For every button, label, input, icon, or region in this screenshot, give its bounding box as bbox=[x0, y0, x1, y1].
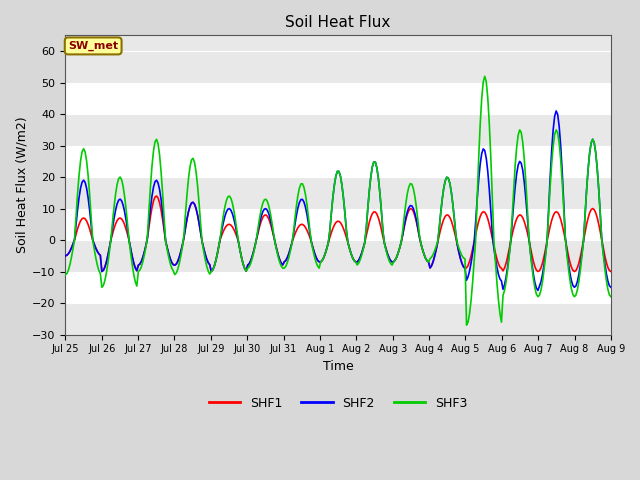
SHF2 bbox=[300, 199, 308, 205]
Bar bbox=[65, 114, 611, 145]
SHF1 bbox=[153, 193, 161, 199]
Bar bbox=[65, 83, 611, 114]
SHF2 bbox=[224, 206, 232, 212]
X-axis label: Time: Time bbox=[323, 360, 353, 373]
SHF3 bbox=[243, 268, 250, 274]
SHF2 bbox=[129, 254, 136, 260]
SHF1 bbox=[253, 235, 260, 240]
SHF3 bbox=[607, 294, 614, 300]
SHF3 bbox=[481, 73, 488, 79]
SHF3 bbox=[129, 262, 136, 268]
SHF3 bbox=[224, 194, 232, 200]
Line: SHF3: SHF3 bbox=[65, 76, 611, 325]
Bar bbox=[65, 145, 611, 177]
SHF2 bbox=[61, 253, 69, 259]
SHF2 bbox=[580, 238, 588, 243]
SHF3 bbox=[252, 242, 259, 248]
SHF1 bbox=[578, 246, 586, 252]
SHF1 bbox=[607, 269, 614, 275]
Bar bbox=[65, 208, 611, 240]
SHF3 bbox=[61, 272, 69, 277]
SHF3 bbox=[300, 184, 308, 190]
Line: SHF1: SHF1 bbox=[65, 196, 611, 272]
Title: Soil Heat Flux: Soil Heat Flux bbox=[285, 15, 391, 30]
Legend: SHF1, SHF2, SHF3: SHF1, SHF2, SHF3 bbox=[204, 392, 472, 415]
SHF2 bbox=[252, 241, 259, 247]
SHF1 bbox=[301, 225, 309, 230]
Bar bbox=[65, 272, 611, 303]
SHF3 bbox=[580, 238, 588, 244]
Bar bbox=[65, 335, 611, 350]
SHF1 bbox=[129, 254, 136, 260]
Bar bbox=[65, 303, 611, 335]
Line: SHF2: SHF2 bbox=[65, 111, 611, 290]
SHF1 bbox=[226, 221, 234, 227]
SHF3 bbox=[463, 322, 470, 328]
Bar bbox=[65, 177, 611, 208]
SHF2 bbox=[607, 284, 614, 290]
SHF1 bbox=[61, 253, 69, 259]
SHF2 bbox=[243, 268, 250, 274]
SHF1 bbox=[244, 262, 252, 268]
SHF2 bbox=[534, 288, 542, 293]
SHF2 bbox=[552, 108, 560, 114]
Text: SW_met: SW_met bbox=[68, 41, 118, 51]
Y-axis label: Soil Heat Flux (W/m2): Soil Heat Flux (W/m2) bbox=[15, 117, 28, 253]
Bar bbox=[65, 36, 611, 51]
Bar bbox=[65, 51, 611, 83]
Bar bbox=[65, 240, 611, 272]
